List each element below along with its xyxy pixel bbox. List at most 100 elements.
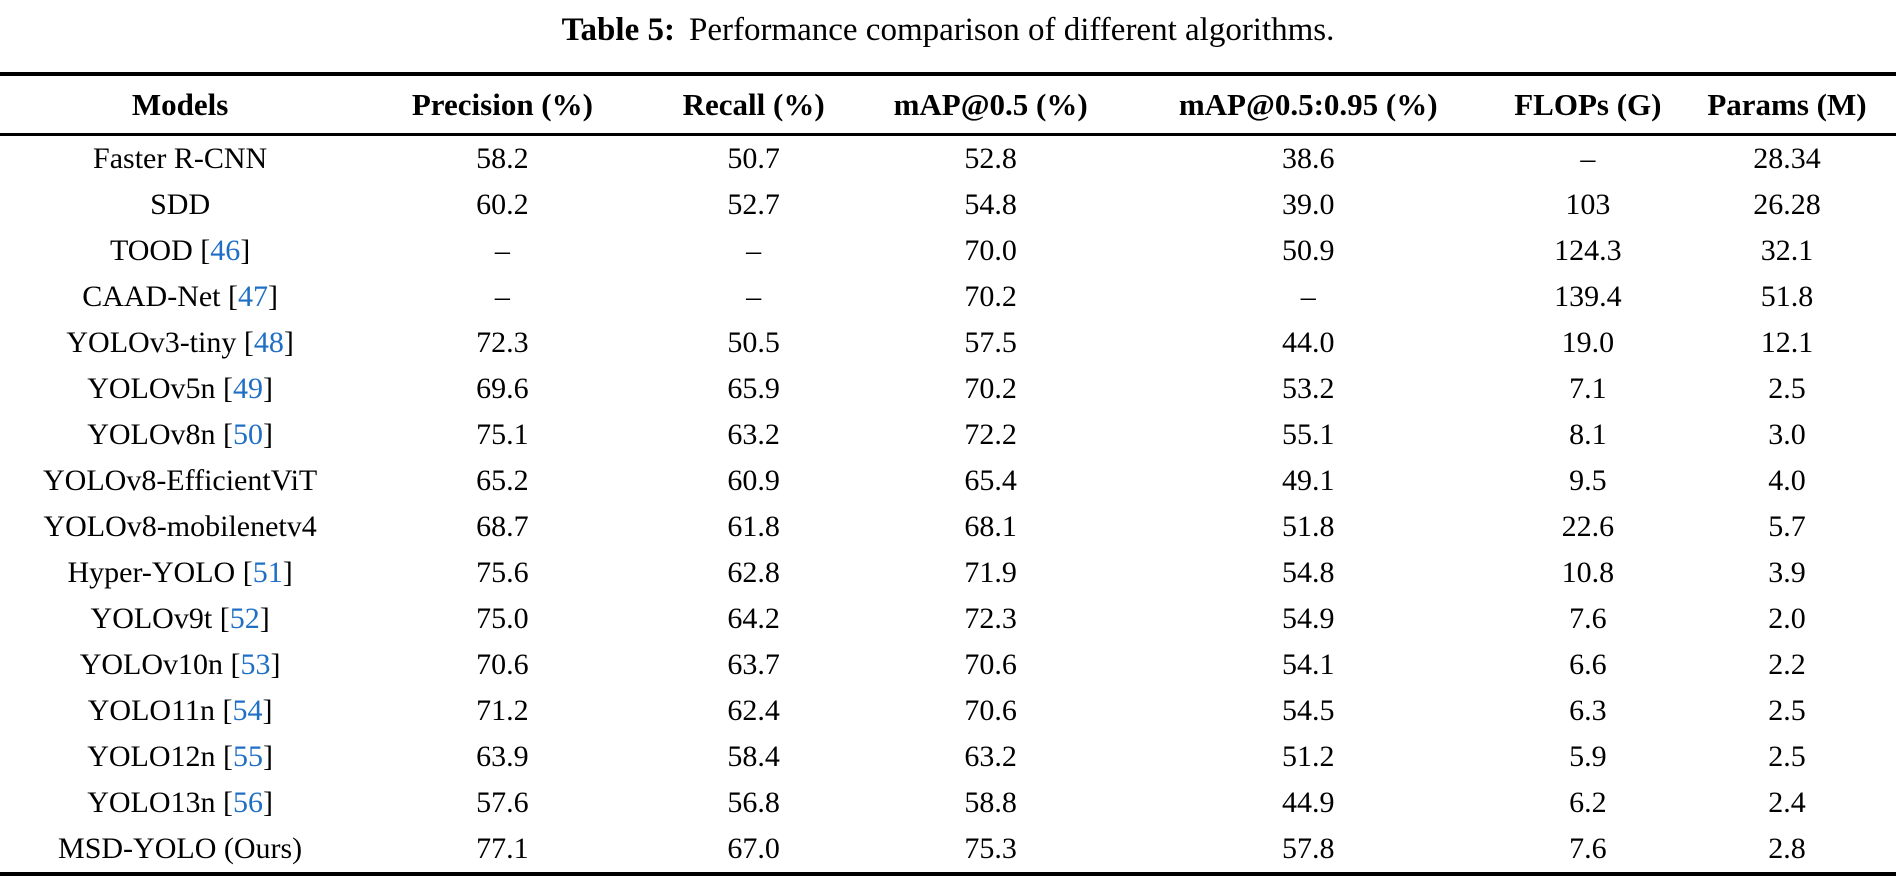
value-cell: 70.0: [964, 234, 1017, 267]
citation: [49]: [215, 372, 274, 405]
value-cell: 12.1: [1760, 326, 1814, 359]
table-caption-label: Table 5:: [561, 12, 675, 48]
value-cell: 75.6: [476, 556, 529, 589]
model-cell: MSD-YOLO (Ours): [0, 826, 360, 874]
value-cell: –: [1580, 142, 1596, 175]
column-header-recall: Recall (%): [682, 86, 825, 122]
table-row: TOOD [46] – – 70.0 50.9 124.3 32.1: [0, 228, 1896, 274]
value-cell: –: [494, 280, 510, 313]
value-cell: 8.1: [1569, 418, 1607, 451]
value-cell: 57.6: [476, 786, 529, 819]
value-cell: 6.6: [1569, 648, 1607, 681]
value-cell: 19.0: [1561, 326, 1615, 359]
table-body: Faster R-CNN 58.2 50.7 52.8 38.6 – 28.34 SDD 60.…: [0, 135, 1896, 875]
value-cell: 124.3: [1554, 234, 1622, 267]
value-cell: 55.1: [1281, 418, 1335, 451]
value-cell: 65.9: [727, 372, 780, 405]
model-cell: Hyper-YOLO [51]: [0, 550, 360, 596]
column-header-precision: Precision (%): [411, 86, 593, 122]
value-cell: 63.2: [727, 418, 780, 451]
value-cell: 2.0: [1768, 602, 1806, 635]
value-cell: 58.8: [964, 786, 1017, 819]
table-row: YOLOv9t [52] 75.0 64.2 72.3 54.9 7.6 2.0: [0, 596, 1896, 642]
citation-link[interactable]: 47: [238, 280, 269, 313]
model-cell: YOLOv5n [49]: [0, 366, 360, 412]
value-cell: 10.8: [1561, 556, 1615, 589]
citation-link[interactable]: 55: [233, 740, 264, 773]
value-cell: 67.0: [727, 832, 780, 865]
model-name: YOLOv3-tiny: [66, 326, 237, 359]
value-cell: 44.0: [1281, 326, 1335, 359]
citation-link[interactable]: 50: [233, 418, 264, 451]
table-row: YOLO12n [55] 63.9 58.4 63.2 51.2 5.9 2.5: [0, 734, 1896, 780]
model-cell: SDD: [0, 182, 360, 228]
model-name: YOLOv8n: [87, 418, 216, 451]
value-cell: 54.5: [1281, 694, 1335, 727]
value-cell: 70.2: [964, 372, 1017, 405]
model-name: YOLOv8-mobilenetv4: [43, 510, 317, 543]
value-cell: 52.8: [964, 142, 1017, 175]
value-cell: –: [746, 234, 762, 267]
value-cell: 2.2: [1768, 648, 1806, 681]
value-cell: 51.2: [1281, 740, 1335, 773]
value-cell: 65.2: [476, 464, 529, 497]
model-cell: CAAD-Net [47]: [0, 274, 360, 320]
value-cell: 68.1: [964, 510, 1017, 543]
value-cell: 3.9: [1768, 556, 1806, 589]
column-header-map-0-5: mAP@0.5 (%): [893, 86, 1088, 122]
column-header-models: Models: [131, 86, 229, 122]
citation-link[interactable]: 51: [252, 556, 283, 589]
value-cell: 2.5: [1768, 694, 1806, 727]
value-cell: 39.0: [1281, 188, 1335, 221]
model-name: Faster R-CNN: [93, 142, 268, 175]
citation: [56]: [215, 786, 274, 819]
column-header-params-m: Params (M): [1707, 86, 1867, 122]
value-cell: 54.1: [1281, 648, 1335, 681]
value-cell: 72.3: [964, 602, 1017, 635]
model-cell: YOLO11n [54]: [0, 688, 360, 734]
value-cell: 26.28: [1753, 188, 1821, 221]
value-cell: 70.2: [964, 280, 1017, 313]
model-cell: YOLOv3-tiny [48]: [0, 320, 360, 366]
citation-link[interactable]: 48: [253, 326, 284, 359]
value-cell: 54.9: [1281, 602, 1335, 635]
citation: [51]: [235, 556, 293, 589]
value-cell: 63.7: [727, 648, 780, 681]
column-header-flops-g: FLOPs (G): [1514, 86, 1662, 122]
citation: [47]: [220, 280, 279, 313]
model-cell: Faster R-CNN: [0, 135, 360, 183]
value-cell: 3.0: [1768, 418, 1806, 451]
citation-link[interactable]: 49: [233, 372, 264, 405]
table-row: YOLOv5n [49] 69.6 65.9 70.2 53.2 7.1 2.5: [0, 366, 1896, 412]
performance-table: Models Precision (%) Recall (%) mAP@0.5 (%)…: [0, 72, 1896, 876]
citation-link[interactable]: 46: [210, 234, 241, 267]
table-row: Hyper-YOLO [51] 75.6 62.8 71.9 54.8 10.8 3.9: [0, 550, 1896, 596]
value-cell: 50.7: [727, 142, 780, 175]
value-cell: 9.5: [1569, 464, 1607, 497]
model-name: YOLO11n: [87, 694, 215, 727]
citation-link[interactable]: 52: [229, 602, 260, 635]
citation-link[interactable]: 53: [240, 648, 271, 681]
value-cell: 57.8: [1281, 832, 1335, 865]
citation: [54]: [214, 694, 273, 727]
value-cell: 64.2: [727, 602, 780, 635]
citation-link[interactable]: 54: [232, 694, 263, 727]
value-cell: –: [1300, 280, 1316, 313]
model-cell: YOLOv8-mobilenetv4: [0, 504, 360, 550]
model-name: TOOD: [109, 234, 193, 267]
model-name: YOLOv9t: [90, 602, 213, 635]
model-name: YOLOv8-EfficientViT: [43, 464, 318, 497]
value-cell: 53.2: [1281, 372, 1335, 405]
value-cell: 51.8: [1281, 510, 1335, 543]
table-row: CAAD-Net [47] – – 70.2 – 139.4 51.8: [0, 274, 1896, 320]
value-cell: 70.6: [964, 694, 1017, 727]
model-cell: YOLOv8-EfficientViT: [0, 458, 360, 504]
citation-link[interactable]: 56: [233, 786, 264, 819]
value-cell: 51.8: [1760, 280, 1814, 313]
table-row: YOLO13n [56] 57.6 56.8 58.8 44.9 6.2 2.4: [0, 780, 1896, 826]
value-cell: 2.5: [1768, 740, 1806, 773]
value-cell: 70.6: [964, 648, 1017, 681]
value-cell: 2.8: [1768, 832, 1806, 865]
model-cell: YOLO13n [56]: [0, 780, 360, 826]
